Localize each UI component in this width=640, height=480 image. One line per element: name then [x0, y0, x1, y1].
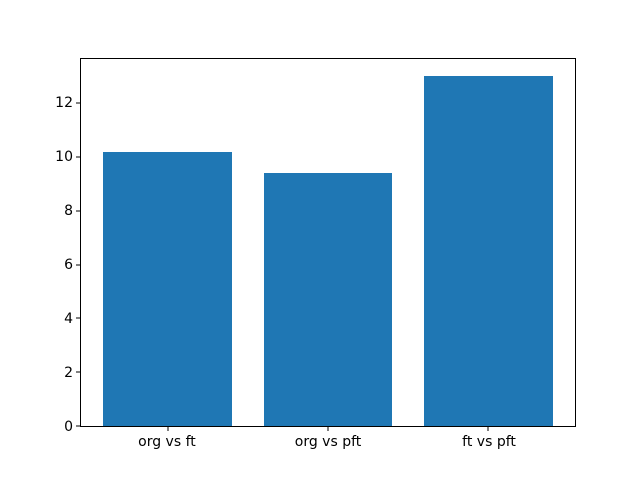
y-tick-label: 6: [64, 256, 73, 273]
x-tick-label: ft vs pft: [462, 434, 516, 450]
x-tick-mark: [167, 427, 169, 431]
y-tick-label: 12: [55, 94, 73, 111]
y-tick-mark: [76, 264, 80, 266]
y-tick-label: 4: [64, 310, 73, 327]
bar-org-vs-ft: [103, 151, 232, 426]
y-tick-label: 0: [64, 419, 73, 435]
y-tick-label: 2: [64, 364, 73, 381]
y-tick-mark: [76, 210, 80, 212]
y-tick-mark: [76, 156, 80, 158]
y-tick-label: 10: [55, 148, 73, 165]
x-tick-label: org vs pft: [294, 434, 362, 450]
y-axis-tick-labels: 0 2 4 6 8 10 12: [0, 58, 73, 434]
y-tick-mark: [76, 102, 80, 104]
axes: [76, 58, 576, 431]
bar-ft-vs-pft: [424, 76, 553, 426]
x-tick-mark: [487, 427, 489, 431]
y-tick-label: 8: [64, 202, 73, 219]
bar-org-vs-pft: [263, 173, 393, 426]
y-tick-mark: [76, 425, 80, 427]
x-tick-mark: [327, 427, 329, 431]
y-tick-mark: [76, 371, 80, 373]
x-axis-tick-labels: org vs ft org vs pft ft vs pft: [80, 427, 576, 457]
x-tick-label: org vs ft: [138, 434, 196, 450]
y-tick-mark: [76, 317, 80, 319]
